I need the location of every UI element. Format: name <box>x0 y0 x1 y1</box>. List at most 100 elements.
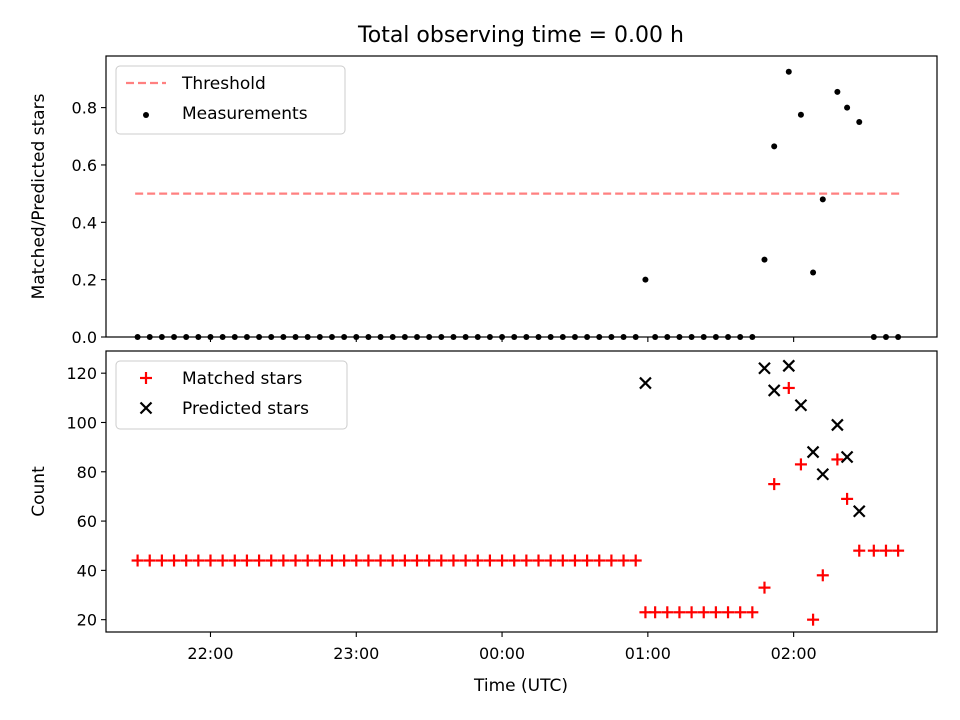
data-point <box>362 554 375 567</box>
data-point <box>737 334 744 340</box>
data-point <box>353 334 360 340</box>
data-point <box>207 334 214 340</box>
data-point <box>511 334 518 340</box>
data-point <box>219 334 226 340</box>
x-tick-label: 01:00 <box>625 644 671 663</box>
data-point <box>571 334 578 340</box>
data-point <box>268 334 275 340</box>
data-point <box>768 478 781 491</box>
legend-label: Matched stars <box>182 369 302 389</box>
data-point <box>240 554 253 567</box>
y-tick-label: 40 <box>77 561 97 580</box>
data-point <box>661 606 674 619</box>
data-point <box>608 334 615 340</box>
legend-cross-swatch <box>139 401 153 415</box>
data-point <box>426 334 433 340</box>
data-point <box>596 334 603 340</box>
data-point <box>816 569 829 582</box>
data-point <box>605 554 618 567</box>
data-point <box>749 334 756 340</box>
data-point <box>471 554 484 567</box>
data-point <box>725 334 732 340</box>
data-point <box>398 554 411 567</box>
data-point <box>450 334 457 340</box>
data-point <box>758 581 771 594</box>
legend-label: Measurements <box>182 104 308 124</box>
data-point <box>544 554 557 567</box>
data-point <box>365 334 372 340</box>
data-point <box>350 554 363 567</box>
y-tick-label: 0.8 <box>72 99 97 118</box>
data-point <box>831 418 844 432</box>
data-point <box>195 334 202 340</box>
data-point-b <box>816 467 830 481</box>
data-point <box>423 554 436 567</box>
y-axis-label: Count <box>29 466 49 517</box>
data-point <box>722 606 735 619</box>
data-point <box>277 554 290 567</box>
data-point <box>386 554 399 567</box>
data-point <box>712 334 719 340</box>
data-point <box>520 554 533 567</box>
data-point <box>834 88 841 95</box>
data-point <box>673 606 686 619</box>
data-point <box>338 554 351 567</box>
data-point <box>192 554 205 567</box>
data-point <box>313 554 326 567</box>
data-point-b <box>794 398 808 412</box>
data-point <box>341 334 348 340</box>
data-point <box>535 334 542 340</box>
data-point <box>639 376 652 390</box>
data-point <box>892 544 905 557</box>
x-tick-label: 02:00 <box>771 644 817 663</box>
legend-label: Predicted stars <box>182 399 309 419</box>
data-point <box>289 554 302 567</box>
data-point <box>895 334 902 340</box>
data-point-b <box>782 359 796 373</box>
data-point <box>435 554 448 567</box>
data-point <box>700 334 707 340</box>
data-point <box>171 334 178 340</box>
data-point <box>532 554 545 567</box>
x-tick-label: 23:00 <box>333 644 379 663</box>
data-point-b <box>767 384 781 397</box>
data-point <box>411 554 424 567</box>
data-point <box>782 359 796 373</box>
data-point-b <box>852 504 866 518</box>
y-tick-label: 80 <box>77 463 97 482</box>
data-point <box>870 334 877 340</box>
data-point <box>810 269 817 276</box>
legend-box <box>115 65 346 135</box>
data-point <box>831 453 844 466</box>
data-point <box>389 334 396 340</box>
data-point <box>617 554 630 567</box>
data-point <box>807 613 820 626</box>
data-point <box>228 554 241 567</box>
panel-1: 0.0 0.2 0.4 0.6 0.8 Matched/Predicted stars Th… <box>29 55 938 347</box>
data-point <box>785 68 792 75</box>
data-point <box>447 554 460 567</box>
data-point <box>688 334 695 340</box>
data-point <box>204 554 217 567</box>
y-tick-label: 0.0 <box>72 328 97 347</box>
data-point <box>304 334 311 340</box>
x-tick-label: 22:00 <box>187 644 233 663</box>
data-point <box>146 334 153 340</box>
data-point <box>685 606 698 619</box>
data-point <box>131 554 144 567</box>
data-point <box>180 554 193 567</box>
data-point <box>523 334 530 340</box>
data-point <box>882 334 889 340</box>
panel-2: 20 40 60 80 100 120 Count 22:00 23:00 00:00 01:00 0… <box>29 350 938 663</box>
data-point <box>649 606 662 619</box>
plot-frame <box>105 350 938 633</box>
data-point <box>852 504 866 518</box>
data-point <box>143 554 156 567</box>
data-point <box>438 334 445 340</box>
data-point <box>652 334 659 340</box>
data-point <box>771 143 778 150</box>
legend-cross-swatch-b <box>139 401 153 415</box>
data-point-b <box>831 418 844 432</box>
data-point <box>697 606 710 619</box>
